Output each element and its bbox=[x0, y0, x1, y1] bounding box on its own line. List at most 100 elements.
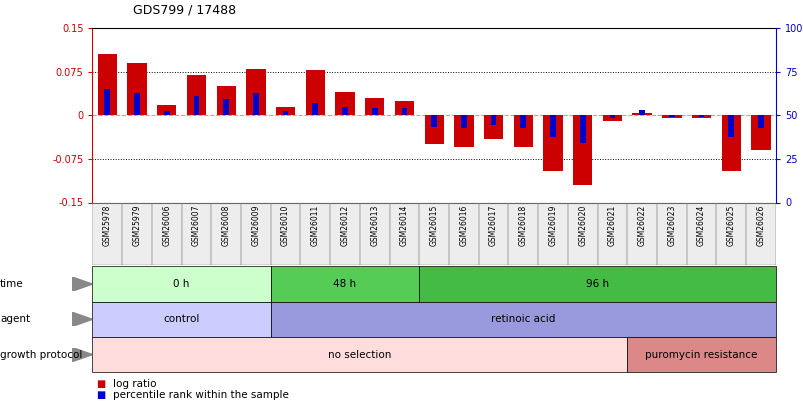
Bar bbox=[164, 111, 169, 115]
Bar bbox=[573, 115, 592, 185]
Bar bbox=[271, 202, 300, 265]
Bar bbox=[757, 115, 763, 128]
Text: GSM25978: GSM25978 bbox=[103, 205, 112, 246]
Text: GSM26015: GSM26015 bbox=[429, 205, 438, 246]
Bar bbox=[691, 115, 711, 118]
Bar bbox=[715, 202, 745, 265]
Bar bbox=[360, 202, 389, 265]
Bar bbox=[419, 202, 448, 265]
Text: GSM26016: GSM26016 bbox=[459, 205, 468, 246]
Text: time: time bbox=[0, 279, 23, 289]
Bar bbox=[342, 107, 348, 115]
Polygon shape bbox=[72, 347, 92, 362]
Bar bbox=[632, 113, 651, 115]
Bar bbox=[181, 202, 211, 265]
Polygon shape bbox=[72, 277, 92, 291]
Text: GSM26012: GSM26012 bbox=[340, 205, 349, 246]
Bar bbox=[104, 90, 110, 115]
Bar bbox=[460, 115, 467, 128]
Bar bbox=[520, 115, 525, 128]
Bar bbox=[394, 101, 414, 115]
Bar bbox=[721, 115, 740, 171]
Text: GSM26018: GSM26018 bbox=[518, 205, 527, 246]
Bar bbox=[300, 202, 330, 265]
Bar bbox=[490, 115, 496, 125]
Bar bbox=[745, 202, 775, 265]
Text: GSM26011: GSM26011 bbox=[311, 205, 320, 246]
Bar bbox=[579, 115, 585, 143]
Text: ■: ■ bbox=[96, 390, 106, 400]
Text: GSM26017: GSM26017 bbox=[488, 205, 498, 246]
Bar bbox=[186, 75, 206, 115]
Text: GSM26026: GSM26026 bbox=[756, 205, 764, 246]
Text: ■: ■ bbox=[96, 379, 106, 388]
Text: control: control bbox=[163, 314, 199, 324]
Bar bbox=[253, 94, 259, 115]
Bar bbox=[389, 202, 419, 265]
Bar bbox=[312, 102, 318, 115]
Text: GSM26010: GSM26010 bbox=[281, 205, 290, 246]
Bar bbox=[335, 92, 354, 115]
Bar bbox=[211, 202, 241, 265]
Bar bbox=[626, 202, 656, 265]
Bar bbox=[656, 202, 686, 265]
Text: GSM26009: GSM26009 bbox=[251, 205, 260, 246]
Bar bbox=[609, 115, 614, 118]
Text: GSM26013: GSM26013 bbox=[369, 205, 379, 246]
Bar bbox=[543, 115, 562, 171]
Bar bbox=[246, 69, 265, 115]
Bar bbox=[330, 202, 360, 265]
Text: 0 h: 0 h bbox=[173, 279, 190, 289]
Text: GDS799 / 17488: GDS799 / 17488 bbox=[132, 3, 235, 16]
Bar bbox=[567, 202, 597, 265]
Text: 48 h: 48 h bbox=[333, 279, 357, 289]
Bar bbox=[513, 115, 532, 147]
Text: GSM26025: GSM26025 bbox=[726, 205, 735, 246]
Text: percentile rank within the sample: percentile rank within the sample bbox=[112, 390, 288, 400]
Bar bbox=[275, 107, 295, 115]
Bar bbox=[602, 115, 622, 121]
Text: GSM25979: GSM25979 bbox=[132, 205, 141, 246]
Bar bbox=[668, 115, 674, 117]
Bar bbox=[597, 202, 626, 265]
Bar bbox=[127, 63, 146, 115]
Bar bbox=[698, 115, 703, 117]
Bar bbox=[283, 111, 288, 115]
Polygon shape bbox=[72, 312, 92, 326]
Text: retinoic acid: retinoic acid bbox=[491, 314, 555, 324]
Bar bbox=[365, 98, 384, 115]
Text: GSM26014: GSM26014 bbox=[399, 205, 409, 246]
Text: no selection: no selection bbox=[328, 350, 391, 360]
Bar bbox=[97, 55, 116, 115]
Bar bbox=[430, 115, 437, 127]
Bar bbox=[134, 94, 140, 115]
Bar bbox=[194, 96, 199, 115]
Text: agent: agent bbox=[0, 314, 30, 324]
Bar bbox=[638, 110, 644, 115]
Bar bbox=[454, 115, 473, 147]
Bar bbox=[157, 105, 176, 115]
Bar bbox=[662, 115, 681, 118]
Bar bbox=[371, 109, 377, 115]
Bar bbox=[751, 115, 770, 150]
Bar bbox=[152, 202, 181, 265]
Text: GSM26021: GSM26021 bbox=[607, 205, 616, 246]
Text: 96 h: 96 h bbox=[585, 279, 609, 289]
Bar bbox=[549, 115, 555, 137]
Bar bbox=[241, 202, 271, 265]
Bar bbox=[216, 86, 235, 115]
Bar bbox=[686, 202, 715, 265]
Bar bbox=[401, 109, 407, 115]
Text: GSM26023: GSM26023 bbox=[666, 205, 675, 246]
Bar bbox=[478, 202, 507, 265]
Text: puromycin resistance: puromycin resistance bbox=[645, 350, 756, 360]
Bar bbox=[728, 115, 733, 137]
Bar bbox=[305, 70, 324, 115]
Bar bbox=[537, 202, 567, 265]
Text: GSM26007: GSM26007 bbox=[192, 205, 201, 246]
Bar bbox=[448, 202, 478, 265]
Text: GSM26024: GSM26024 bbox=[696, 205, 705, 246]
Text: GSM26020: GSM26020 bbox=[577, 205, 586, 246]
Text: GSM26019: GSM26019 bbox=[548, 205, 556, 246]
Text: growth protocol: growth protocol bbox=[0, 350, 82, 360]
